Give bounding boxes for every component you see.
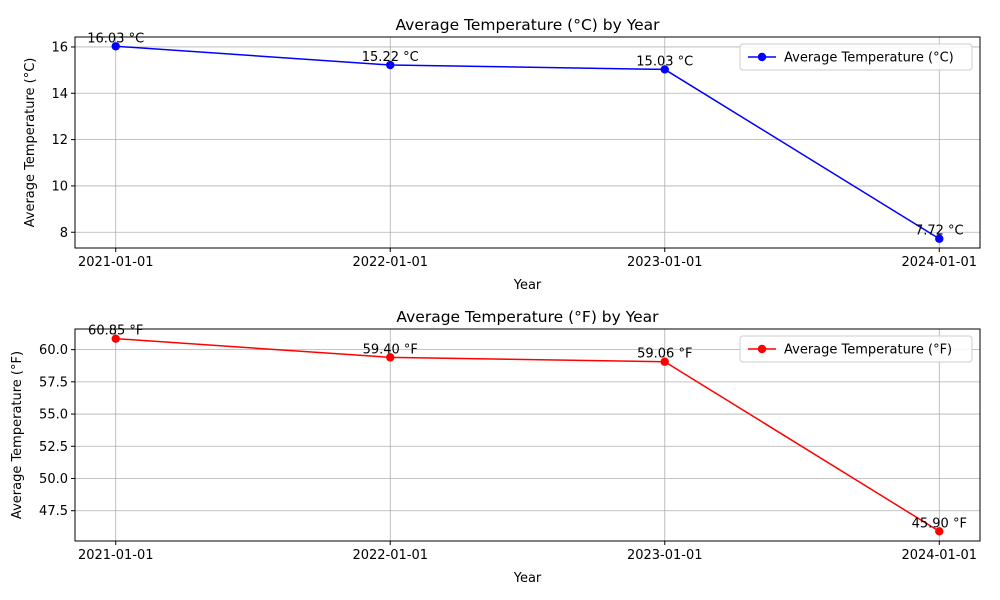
data-label: 59.06 °F: [637, 347, 692, 362]
y-tick-label: 10: [51, 179, 68, 194]
x-axis-label: Year: [513, 571, 542, 586]
series-line: [115, 337, 940, 532]
chart-title: Average Temperature (°F) by Year: [396, 308, 659, 326]
y-tick-label: 50.0: [39, 472, 68, 487]
data-label: 60.85 °F: [88, 324, 143, 339]
data-point: [111, 42, 120, 51]
x-axis-label: Year: [513, 278, 542, 293]
data-point: [386, 60, 395, 70]
y-tick-label: 12: [51, 133, 68, 148]
x-tick-label: 2023-01-01: [627, 548, 703, 563]
x-tick-label: 2024-01-01: [901, 548, 977, 563]
legend-box: [739, 335, 973, 363]
data-point: [386, 353, 395, 362]
y-tick-label: 60.0: [39, 343, 68, 358]
chart-2: 2021-01-01 2022-01-01 2023-01-01 2024-01-01…: [10, 308, 981, 586]
legend-marker: [757, 52, 767, 62]
data-point: [111, 334, 120, 343]
data-point: [660, 357, 669, 366]
plot-frame: [74, 328, 981, 542]
x-tick-label: 2021-01-01: [78, 548, 154, 563]
data-point: [935, 527, 944, 536]
legend-box: [739, 43, 973, 71]
y-tick-label: 16: [51, 40, 68, 55]
y-axis-label: Average Temperature (°C): [23, 58, 38, 228]
data-label: 7.72 °C: [915, 224, 964, 239]
data-label: 16.03 °C: [87, 31, 144, 46]
x-tick-label: 2022-01-01: [352, 548, 428, 563]
data-label: 45.90 °F: [912, 516, 967, 531]
chart-title: Average Temperature (°C) by Year: [395, 16, 660, 34]
y-tick-label: 47.5: [39, 504, 68, 519]
x-tick-label: 2022-01-01: [352, 255, 428, 270]
x-tick-label: 2021-01-01: [78, 255, 154, 270]
plot-frame: [74, 36, 981, 249]
x-tick-label: 2024-01-01: [901, 255, 977, 270]
data-point: [660, 65, 669, 74]
y-tick-label: 57.5: [39, 375, 68, 390]
y-tick-label: 55.0: [39, 408, 68, 423]
y-tick-label: 8: [60, 226, 68, 241]
data-label: 15.03 °C: [636, 54, 693, 69]
legend: Average Temperature (°F): [739, 335, 973, 363]
y-tick-label: 14: [51, 87, 68, 102]
data-label: 59.40 °F: [363, 342, 418, 357]
data-label: 15.22 °C: [362, 50, 419, 65]
data-point: [935, 234, 944, 243]
legend-label: Average Temperature (°F): [784, 343, 952, 358]
y-tick-label: 52.5: [39, 440, 68, 455]
legend-marker: [757, 344, 767, 354]
x-tick-label: 2023-01-01: [627, 255, 703, 270]
legend: Average Temperature (°C): [739, 43, 973, 71]
chart-1: 2021-01-01 2022-01-01 2023-01-01 2024-01-01…: [23, 16, 981, 293]
series-line: [115, 45, 940, 240]
y-axis-label: Average Temperature (°F): [10, 351, 25, 519]
legend-label: Average Temperature (°C): [784, 51, 954, 66]
